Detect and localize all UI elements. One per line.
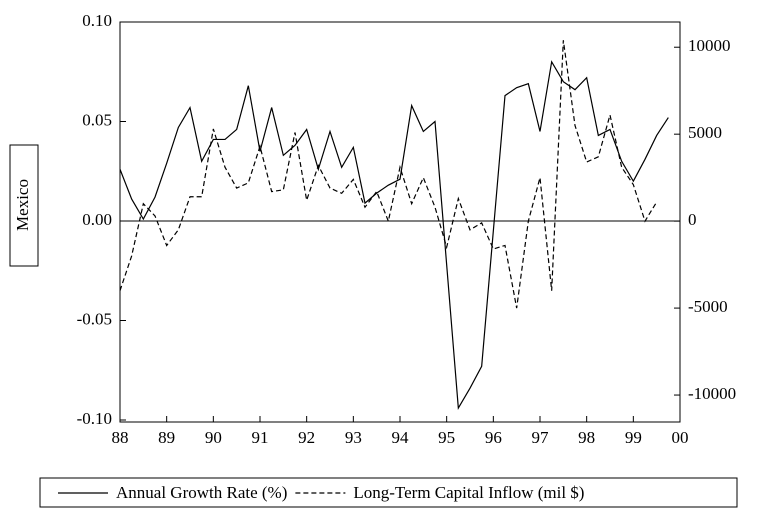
y-tick-label: -0.05 [77,309,112,328]
y-tick-label: 0.05 [82,110,112,129]
y2-tick-label: 5000 [688,123,722,142]
x-tick-label: 94 [392,428,410,447]
y-tick-label: 0.10 [82,11,112,30]
x-tick-label: 98 [578,428,595,447]
legend-box [39,477,738,508]
y-tick-label: 0.00 [82,210,112,229]
x-tick-label: 99 [625,428,642,447]
y2-tick-label: 0 [688,210,697,229]
y2-tick-label: -5000 [688,297,728,316]
legend-label: Annual Growth Rate (%) [116,483,287,502]
series-line [119,60,669,411]
y2-tick-label: 10000 [688,36,731,55]
plot-frame [119,21,681,423]
x-tick-label: 00 [672,428,689,447]
x-tick-label: 88 [112,428,129,447]
x-tick-label: 93 [345,428,362,447]
x-tick-label: 90 [205,428,222,447]
x-tick-label: 97 [532,428,550,447]
x-tick-label: 95 [438,428,455,447]
x-tick-label: 92 [298,428,315,447]
x-tick-label: 96 [485,428,502,447]
series-line [119,40,658,309]
y-tick-label: -0.10 [77,409,112,428]
x-tick-label: 89 [158,428,175,447]
y-label-box [9,144,39,267]
legend-label: Long-Term Capital Inflow (mil $) [353,483,584,502]
y2-tick-label: -10000 [688,384,736,403]
y-label: Mexico [13,179,32,231]
x-tick-label: 91 [252,428,269,447]
